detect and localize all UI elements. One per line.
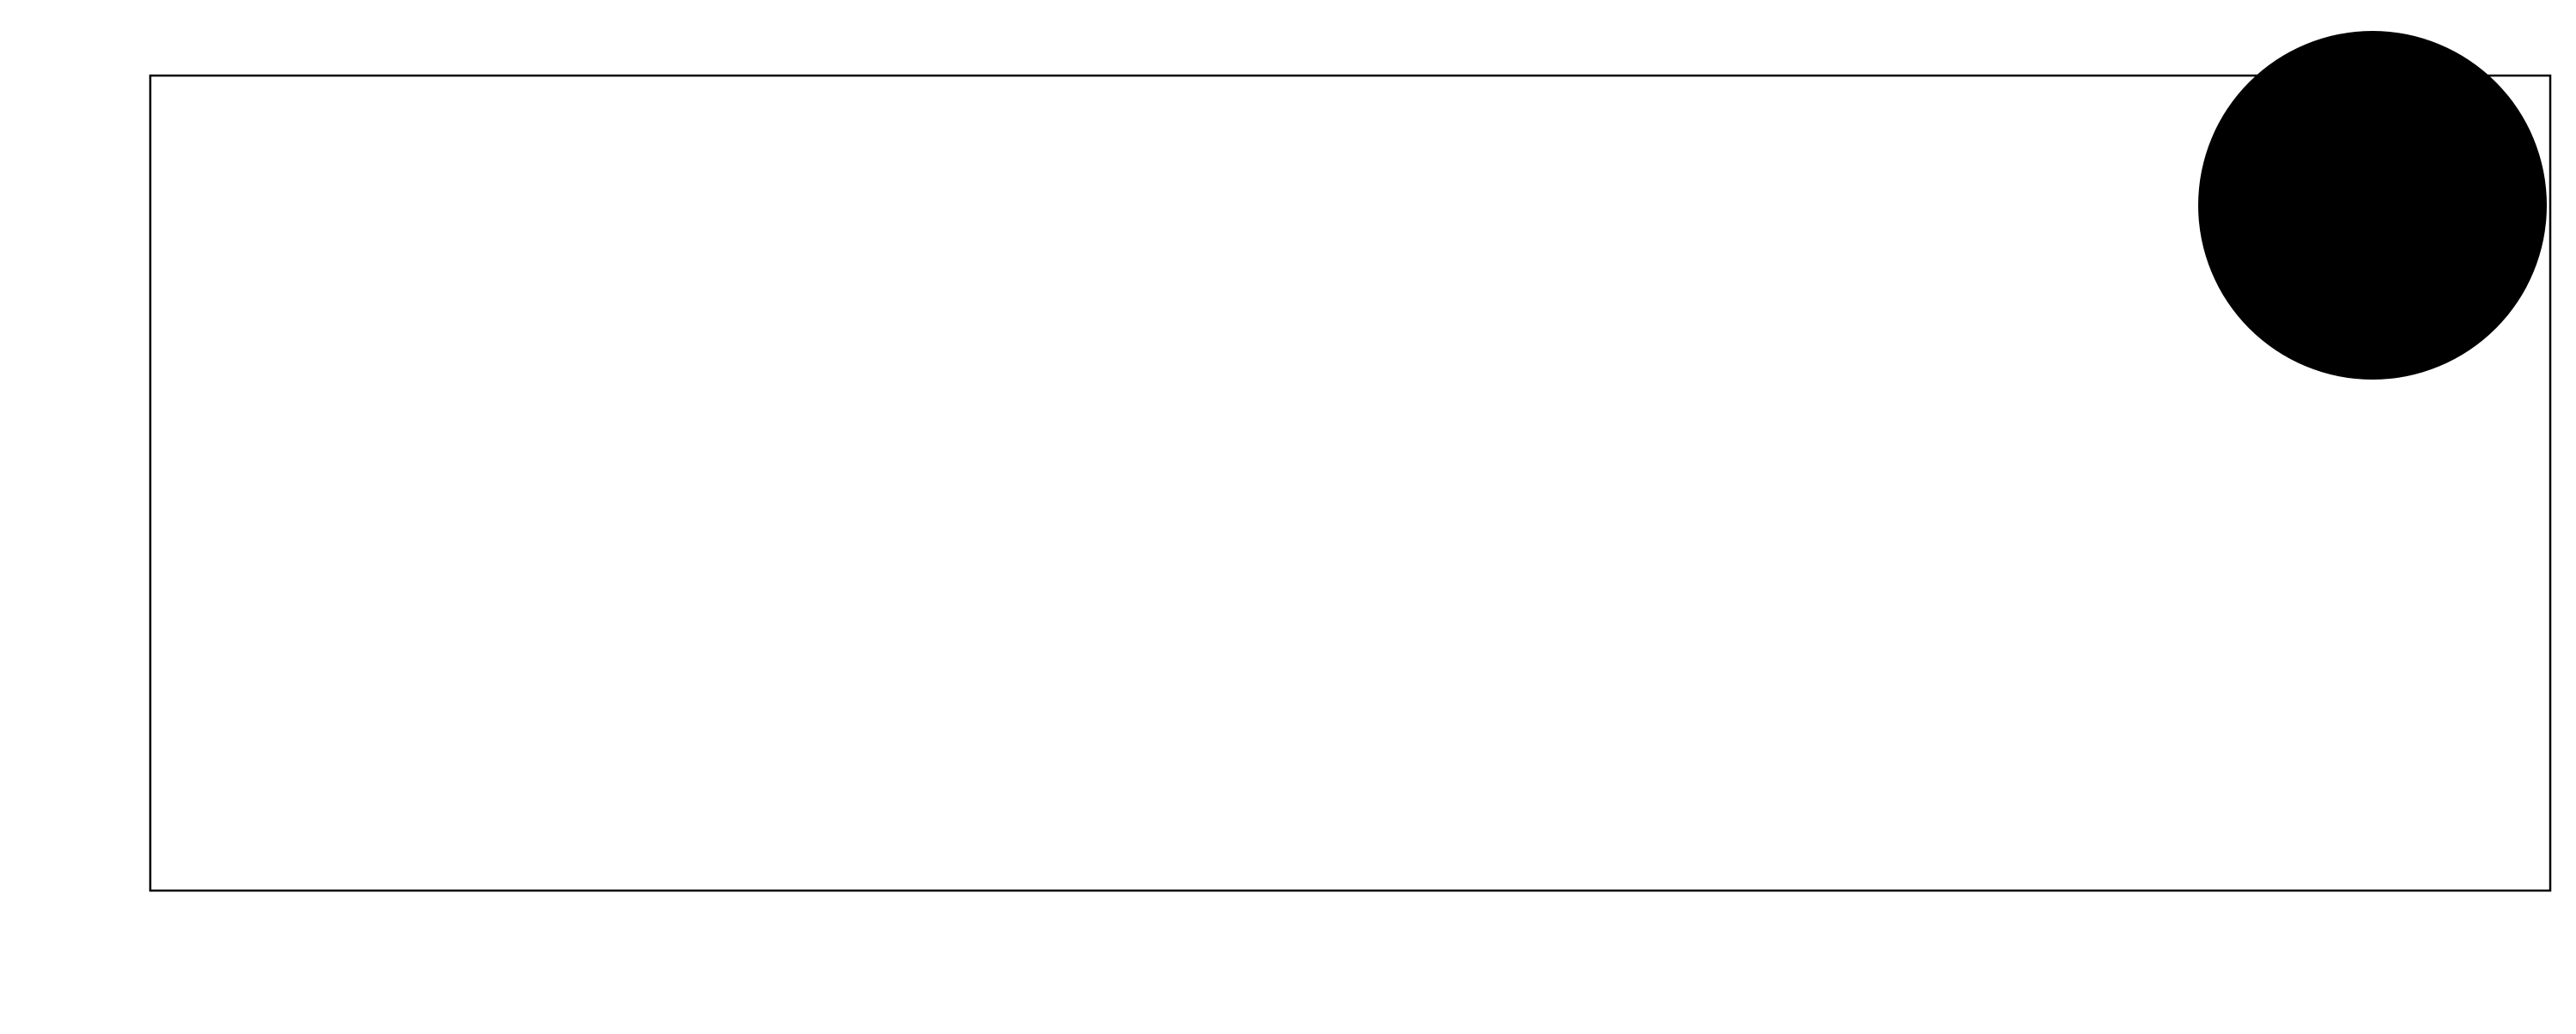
island [2287, 276, 2293, 283]
island [2321, 163, 2335, 182]
axes-spines [149, 74, 2552, 892]
antarctica-inset-map [2198, 31, 2547, 380]
islands [2209, 148, 2341, 283]
main-axes [149, 74, 2552, 892]
weddell-sea-region-highlight [2238, 59, 2375, 155]
antarctica-landmass [2215, 92, 2541, 321]
island [2329, 181, 2341, 195]
island [2209, 148, 2215, 153]
island [2280, 263, 2288, 271]
